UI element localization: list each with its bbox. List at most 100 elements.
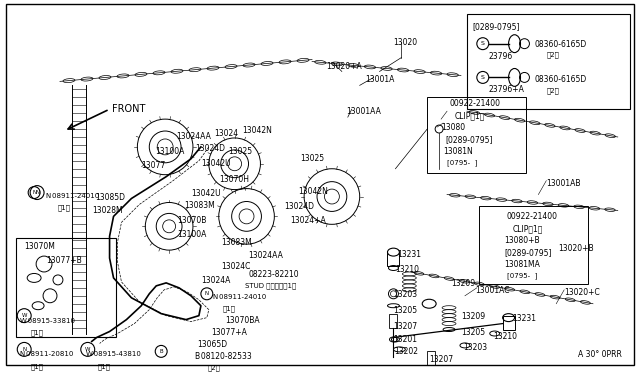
Text: 00922-21400: 00922-21400 <box>449 99 500 108</box>
Text: [0795-  ]: [0795- ] <box>507 272 537 279</box>
Text: N: N <box>32 190 36 195</box>
Text: 13070M: 13070M <box>24 242 55 251</box>
Text: W: W <box>22 313 27 318</box>
Text: 13081MA: 13081MA <box>504 260 541 269</box>
Text: [0289-0795]: [0289-0795] <box>445 135 493 144</box>
Text: 13205: 13205 <box>461 328 485 337</box>
Text: 13024C: 13024C <box>221 262 250 271</box>
Bar <box>427 97 527 173</box>
Text: [0289-0795]: [0289-0795] <box>504 248 552 257</box>
Text: 13083M: 13083M <box>221 238 252 247</box>
Text: 13001AC: 13001AC <box>475 286 509 295</box>
Text: N 08911-24010: N 08911-24010 <box>213 294 266 300</box>
Text: 13025: 13025 <box>300 154 324 163</box>
Text: 13024AA: 13024AA <box>248 251 284 260</box>
Bar <box>479 206 588 284</box>
Text: 13024D: 13024D <box>284 202 314 212</box>
Text: 13077+A: 13077+A <box>211 328 246 337</box>
Text: B: B <box>159 349 163 354</box>
Text: （1）: （1） <box>223 306 236 312</box>
Text: [0289-0795]: [0289-0795] <box>473 22 520 31</box>
Text: 13024AA: 13024AA <box>176 132 211 141</box>
Text: S: S <box>481 41 484 46</box>
Text: W 08915-43810: W 08915-43810 <box>86 352 141 357</box>
Text: 13085D: 13085D <box>95 193 125 202</box>
Text: 13209: 13209 <box>461 312 485 321</box>
Text: 13210: 13210 <box>493 331 516 340</box>
Text: STUD スタッド（1）: STUD スタッド（1） <box>244 282 296 289</box>
Text: N: N <box>22 347 26 352</box>
Text: 13080: 13080 <box>441 123 465 132</box>
Text: （1）: （1） <box>98 363 111 370</box>
Text: 13077+B: 13077+B <box>46 256 82 265</box>
Text: 13203: 13203 <box>463 343 487 352</box>
Text: 13210: 13210 <box>396 265 419 274</box>
Text: 23796+A: 23796+A <box>489 85 525 94</box>
Text: W 08915-33810: W 08915-33810 <box>20 318 76 324</box>
Text: 13100A: 13100A <box>177 230 207 239</box>
Text: 13207: 13207 <box>429 355 453 364</box>
Text: 13202: 13202 <box>394 347 419 356</box>
Text: 13024: 13024 <box>214 129 238 138</box>
Text: 13025: 13025 <box>228 147 253 156</box>
Text: 13001A: 13001A <box>365 76 395 84</box>
Text: 13100A: 13100A <box>156 147 184 156</box>
Text: 13001AB: 13001AB <box>547 179 581 187</box>
Text: S: S <box>481 75 484 80</box>
Text: 13231: 13231 <box>513 314 536 323</box>
Text: N 08911-20810: N 08911-20810 <box>20 352 74 357</box>
Text: [0795-  ]: [0795- ] <box>447 159 477 166</box>
Text: 08360-6165D: 08360-6165D <box>534 40 587 49</box>
Text: 13231: 13231 <box>397 250 421 259</box>
Text: （2）: （2） <box>547 52 559 58</box>
Text: N 08911-24010: N 08911-24010 <box>46 193 99 199</box>
Text: 13070B: 13070B <box>177 217 207 225</box>
Text: 13042U: 13042U <box>201 159 230 168</box>
Text: 13042N: 13042N <box>243 126 273 135</box>
Text: 13201: 13201 <box>394 336 417 344</box>
Text: 13020: 13020 <box>394 38 417 47</box>
Text: （1）: （1） <box>30 363 43 370</box>
Ellipse shape <box>387 248 399 256</box>
Text: 23796: 23796 <box>489 52 513 61</box>
Text: 13020+B: 13020+B <box>558 244 594 253</box>
Bar <box>387 252 399 266</box>
Bar <box>467 14 630 109</box>
Text: 08223-82210: 08223-82210 <box>248 270 299 279</box>
Text: CLIP（1）: CLIP（1） <box>455 111 485 120</box>
Text: 13070BA: 13070BA <box>225 315 259 325</box>
Text: FRONT: FRONT <box>111 104 145 114</box>
Text: 13203: 13203 <box>394 290 417 299</box>
Text: 13209: 13209 <box>451 279 475 288</box>
Text: 13080+B: 13080+B <box>504 236 540 245</box>
Bar <box>502 315 515 330</box>
Text: 13001AA: 13001AA <box>346 107 381 116</box>
Text: （2）: （2） <box>208 364 221 371</box>
Text: 13020+A: 13020+A <box>326 61 362 71</box>
Text: 08360-6165D: 08360-6165D <box>534 76 587 84</box>
Text: 13070H: 13070H <box>219 175 249 184</box>
Text: 13042U: 13042U <box>191 189 221 198</box>
Text: （2）: （2） <box>547 87 559 94</box>
Text: 13083M: 13083M <box>184 202 215 211</box>
Text: 00922-21400: 00922-21400 <box>507 212 557 221</box>
Text: 13205: 13205 <box>394 306 417 315</box>
Text: N: N <box>35 190 39 195</box>
Text: 13024+A: 13024+A <box>290 217 326 225</box>
Text: 13020+C: 13020+C <box>564 288 600 297</box>
Bar <box>16 238 116 337</box>
Text: CLIP（1）: CLIP（1） <box>513 224 543 233</box>
Text: W: W <box>85 347 90 352</box>
Text: 13077: 13077 <box>141 161 166 170</box>
Text: A 30° 0PRR: A 30° 0PRR <box>578 350 622 359</box>
Text: 13024D: 13024D <box>195 144 225 153</box>
Bar <box>390 314 397 328</box>
Text: 13081N: 13081N <box>443 147 473 156</box>
Text: （1）: （1） <box>58 205 71 211</box>
Text: 13207: 13207 <box>394 322 417 331</box>
Text: B 08120-82533: B 08120-82533 <box>195 352 252 361</box>
Text: 13042N: 13042N <box>298 187 328 196</box>
Text: N: N <box>205 291 209 296</box>
Text: 13065D: 13065D <box>197 340 227 349</box>
Text: （1）: （1） <box>30 330 43 336</box>
